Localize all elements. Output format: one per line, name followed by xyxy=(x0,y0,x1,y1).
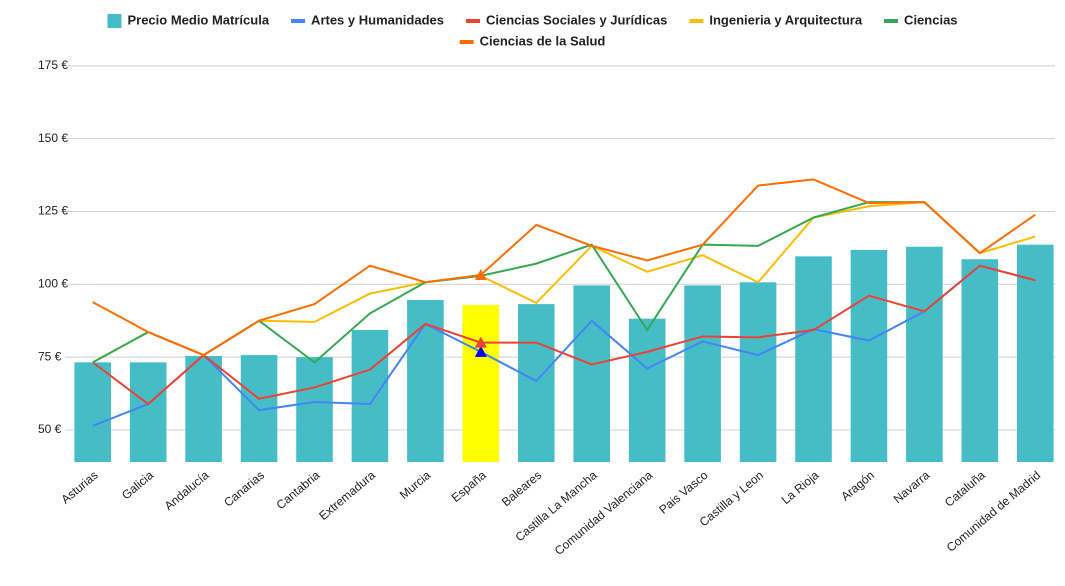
x-tick-label: Comunidad Valenciana xyxy=(552,468,656,558)
x-tick-label: Cataluña xyxy=(942,468,988,510)
y-tick-label: 125 € xyxy=(38,204,68,218)
marker xyxy=(474,268,487,280)
line xyxy=(92,264,1036,406)
legend-label: Precio Medio Matrícula xyxy=(127,12,269,27)
line xyxy=(92,178,1036,357)
legend-swatch xyxy=(459,40,474,44)
line xyxy=(92,264,1036,427)
legend-item: Ciencias de la Salud xyxy=(459,33,606,48)
x-tick-label: Asturias xyxy=(58,468,100,507)
legend-item: Precio Medio Matrícula xyxy=(107,12,270,28)
x-tick-label: Navarra xyxy=(891,468,933,506)
y-tick-label: 150 € xyxy=(38,131,68,145)
legend-label: Ciencias Sociales y Jurídicas xyxy=(486,12,667,27)
bar xyxy=(795,256,832,462)
marker xyxy=(474,345,487,357)
x-tick-label: Cantabria xyxy=(274,468,323,512)
bar xyxy=(684,285,721,462)
bar xyxy=(850,249,888,462)
x-tick-label: Murcia xyxy=(397,468,434,502)
line xyxy=(92,201,1036,364)
y-tick-label: 175 € xyxy=(38,58,68,72)
x-tick-label: Baleares xyxy=(499,468,544,509)
bar xyxy=(573,285,611,462)
bar xyxy=(129,362,167,462)
x-tick-label: Andalucía xyxy=(162,468,212,513)
legend-item: Artes y Humanidades xyxy=(291,12,444,27)
x-tick-label: Comunidad de Madrid xyxy=(944,468,1043,555)
legend-label: Ciencias de la Salud xyxy=(480,33,606,48)
legend-swatch xyxy=(884,19,899,23)
legend-item: Ciencias xyxy=(884,12,958,27)
bar xyxy=(1016,244,1054,462)
legend-item: Ingenieria y Arquitectura xyxy=(689,12,863,27)
bar xyxy=(74,362,112,462)
bar xyxy=(462,304,500,462)
legend-swatch xyxy=(465,19,480,23)
y-tick-label: 100 € xyxy=(38,276,68,290)
legend-swatch xyxy=(291,19,306,23)
x-tick-label: Galicia xyxy=(119,468,156,503)
bar xyxy=(185,355,222,462)
legend-label: Ciencias xyxy=(904,12,957,27)
bar xyxy=(628,318,666,462)
x-tick-label: Pais Vasco xyxy=(656,468,711,517)
bar xyxy=(906,246,943,462)
marker xyxy=(474,336,487,348)
bar xyxy=(739,282,777,462)
legend-label: Ingenieria y Arquitectura xyxy=(709,12,862,27)
x-tick-label: Extremadura xyxy=(316,468,378,523)
legend-item: Ciencias Sociales y Jurídicas xyxy=(465,12,667,27)
legend-label: Artes y Humanidades xyxy=(311,12,444,27)
bar xyxy=(351,330,389,462)
x-tick-label: Aragón xyxy=(838,468,877,504)
legend-swatch xyxy=(107,14,122,28)
x-tick-label: Canarias xyxy=(221,468,267,510)
x-tick-label: España xyxy=(449,468,489,505)
y-tick-label: 75 € xyxy=(38,349,62,363)
bar xyxy=(961,259,999,462)
y-tick-label: 50 € xyxy=(38,422,62,436)
bar xyxy=(296,357,333,462)
legend-swatch xyxy=(689,19,704,23)
bar xyxy=(517,304,555,462)
x-tick-label: La Rioja xyxy=(779,468,822,507)
